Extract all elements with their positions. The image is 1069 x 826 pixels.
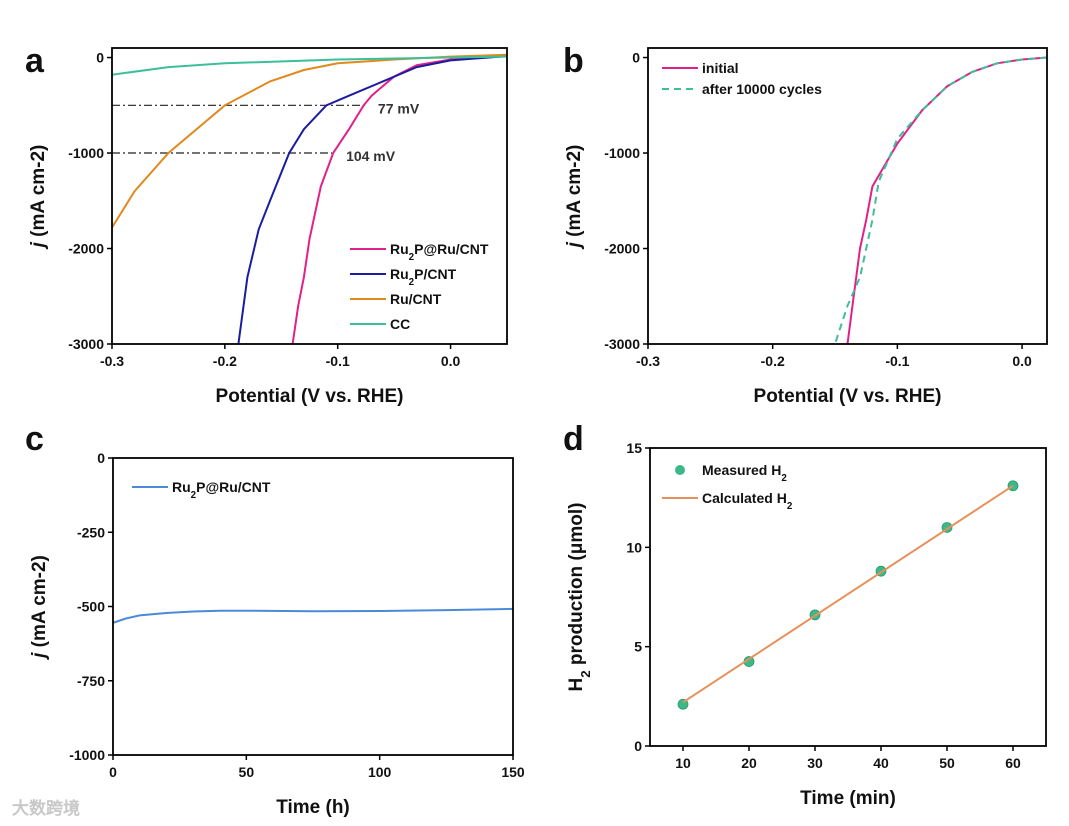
legend-label: after 10000 cycles [702,81,822,97]
legend: Ru2P@Ru/CNT [132,479,271,501]
y-tick-label: -1000 [68,145,104,161]
x-tick-label: -0.3 [636,353,660,369]
x-tick-label: -0.2 [761,353,785,369]
x-axis-label: Time (min) [800,788,896,809]
annotation-label: 104 mV [346,148,396,164]
panel-label: a [25,42,45,80]
legend-marker [675,465,685,475]
x-tick-label: 10 [675,755,691,771]
plot-frame [649,447,1047,747]
legend-label: initial [702,60,739,76]
y-tick-label: 5 [634,639,642,655]
series-line [682,484,1014,704]
y-axis-label: j (mA cm-2) [29,555,50,661]
x-tick-label: 50 [939,755,955,771]
x-axis-label: Time (h) [276,797,350,818]
y-tick-label: -1000 [604,145,640,161]
series-line [113,607,513,624]
y-tick-label: 10 [626,539,642,555]
y-tick-label: -2000 [604,241,640,257]
x-tick-label: 50 [239,764,255,780]
x-tick-label: 0 [109,764,117,780]
x-axis-label: Potential (V vs. RHE) [216,386,404,407]
x-tick-label: -0.3 [100,353,124,369]
x-tick-label: -0.1 [885,353,909,369]
x-tick-label: 0.0 [1012,353,1032,369]
x-tick-label: 30 [807,755,823,771]
x-tick-label: 60 [1005,755,1021,771]
y-axis-label: j (mA cm-2) [28,145,49,251]
plot-frame [112,457,514,756]
y-tick-label: -3000 [604,336,640,352]
legend: Measured H2 Calculated H2 [662,462,793,512]
x-tick-label: 20 [741,755,757,771]
legend-label: Ru2P@Ru/CNT [390,241,489,263]
y-tick-label: 0 [634,738,642,754]
y-tick-label: -750 [77,673,105,689]
annotation-label: 77 mV [378,100,420,116]
x-tick-label: 40 [873,755,889,771]
y-tick-label: -250 [77,524,105,540]
y-tick-label: -2000 [68,241,104,257]
x-tick-label: -0.2 [213,353,237,369]
y-tick-label: -500 [77,599,105,615]
x-tick-label: 100 [368,764,392,780]
y-axis-label: j (mA cm-2) [564,145,585,251]
panel-label: b [563,42,584,80]
y-axis-label: H2 production (μmol) [566,503,593,692]
panel-label: c [25,420,44,458]
panel-c: c 0 50 100 150 0 -250 -500 -750 -1000 Time (h) j (m… [25,420,525,818]
series-line [291,54,507,344]
plot-frame [647,47,1048,345]
y-tick-label: -3000 [68,336,104,352]
series-line [112,55,507,76]
y-tick-label: -1000 [69,747,105,763]
panel-d: d 10 20 30 40 50 60 0 5 10 15 Time (min) H2 producti… [563,420,1047,809]
legend-label: Measured H2 [702,462,787,484]
series-line [237,55,507,344]
legend: Ru2P@Ru/CNT Ru2P/CNT Ru/CNT CC [350,241,489,332]
panel-b: b -0.3 -0.2 -0.1 0.0 0 -1000 -2000 -3000 Potentia… [563,42,1048,407]
plot-frame [111,47,508,345]
x-tick-label: 0.0 [441,353,461,369]
legend-label: Ru2P@Ru/CNT [172,479,271,501]
y-tick-label: 15 [626,440,642,456]
watermark: 大数跨境 [12,798,80,818]
legend-label: CC [390,316,410,332]
series-line [112,53,507,229]
x-tick-label: -0.1 [326,353,350,369]
series-line [834,56,1047,344]
y-tick-label: 0 [96,50,104,66]
x-tick-label: 150 [501,764,525,780]
legend-label: Calculated H2 [702,490,793,512]
legend-label: Ru2P/CNT [390,266,457,288]
legend: initial after 10000 cycles [662,60,822,97]
legend-label: Ru/CNT [390,291,442,307]
series-line [846,56,1047,344]
y-tick-label: 0 [97,450,105,466]
y-tick-label: 0 [632,50,640,66]
x-axis-label: Potential (V vs. RHE) [754,386,942,407]
panel-a: a -0.3 -0.2 -0.1 0.0 0 -1000 -2000 -3000 Potentia… [25,42,508,407]
panel-label: d [563,420,584,458]
